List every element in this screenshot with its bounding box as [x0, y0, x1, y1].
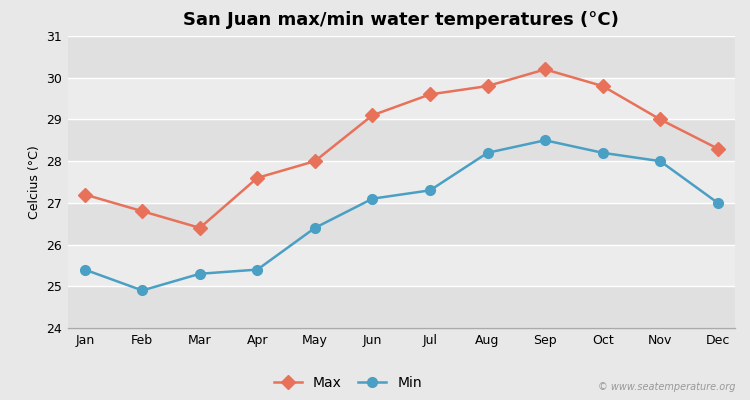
Bar	[68, 78, 735, 120]
Line: Max: Max	[80, 64, 722, 233]
Min	[80, 267, 89, 272]
Max	[253, 176, 262, 180]
Max	[368, 113, 377, 118]
Min	[656, 159, 664, 164]
Max	[483, 84, 492, 88]
Min	[368, 196, 377, 201]
Min	[541, 138, 550, 143]
Bar	[68, 120, 735, 161]
Y-axis label: Celcius (°C): Celcius (°C)	[28, 145, 40, 219]
Bar	[68, 244, 735, 286]
Max	[138, 209, 147, 214]
Min	[310, 226, 320, 230]
Text: © www.seatemperature.org: © www.seatemperature.org	[598, 382, 735, 392]
Bar	[68, 203, 735, 244]
Max	[310, 159, 320, 164]
Max	[195, 226, 204, 230]
Bar	[68, 36, 735, 78]
Min	[483, 150, 492, 155]
Min	[425, 188, 434, 193]
Max	[713, 146, 722, 151]
Min	[138, 288, 147, 293]
Min	[713, 200, 722, 205]
Legend: Max, Min: Max, Min	[274, 376, 422, 390]
Min	[253, 267, 262, 272]
Bar	[68, 161, 735, 203]
Max	[541, 67, 550, 72]
Min	[195, 271, 204, 276]
Bar	[68, 286, 735, 328]
Line: Min: Min	[80, 136, 722, 295]
Title: San Juan max/min water temperatures (°C): San Juan max/min water temperatures (°C)	[183, 11, 620, 29]
Max	[425, 92, 434, 97]
Max	[598, 84, 608, 88]
Max	[80, 192, 89, 197]
Max	[656, 117, 664, 122]
Min	[598, 150, 608, 155]
